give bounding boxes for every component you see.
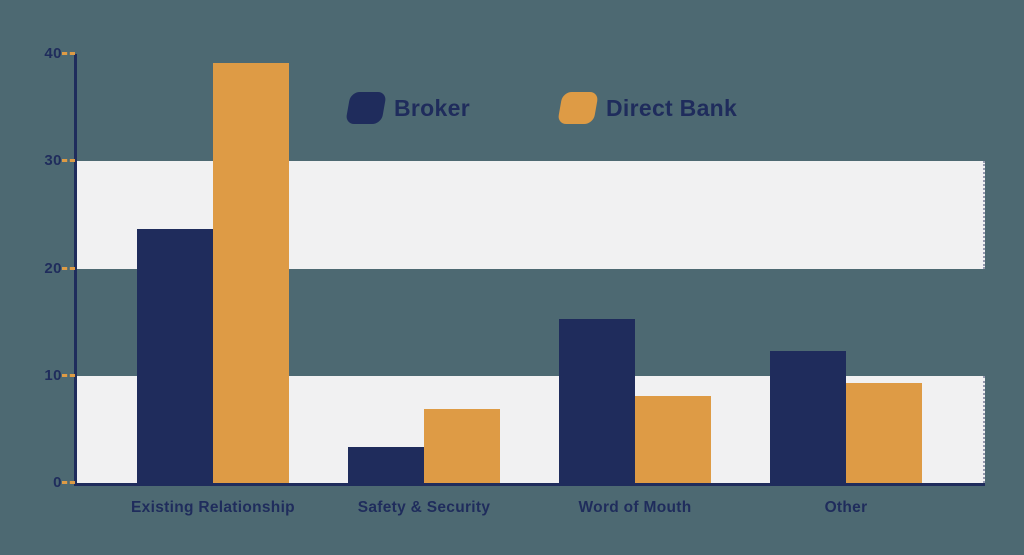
y-tick-label-0: 0: [53, 474, 62, 491]
bar-direct-bank-word-of-mouth: [635, 396, 711, 483]
legend-item-direct-bank: Direct Bank: [557, 90, 738, 126]
y-tick-mark-30: [62, 159, 75, 163]
y-tick-mark-10: [62, 373, 75, 377]
bar-direct-bank-existing-relationship: [213, 62, 289, 483]
y-tick-label-40: 40: [44, 45, 62, 62]
direct-bank-legend-swatch-icon: [557, 92, 599, 124]
x-axis: [74, 483, 985, 486]
y-tick-mark-0: [62, 481, 75, 484]
category-label-word-of-mouth: Word of Mouth: [578, 499, 692, 516]
bar-broker-safety-security: [348, 446, 424, 483]
bar-direct-bank-other: [846, 383, 922, 483]
legend-label-broker: Broker: [394, 94, 470, 121]
y-tick-label-20: 20: [44, 259, 62, 277]
bar-broker-word-of-mouth: [559, 318, 635, 483]
broker-legend-swatch-icon: [345, 92, 387, 124]
category-label-existing-relationship: Existing Relationship: [131, 499, 295, 516]
legend-item-broker: Broker: [345, 90, 470, 126]
category-label-other: Other: [824, 499, 868, 516]
y-tick-mark-20: [62, 266, 75, 270]
bar-broker-other: [770, 351, 846, 483]
y-axis: [74, 54, 77, 486]
y-tick-label-10: 10: [44, 366, 62, 384]
y-tick-label-30: 30: [44, 152, 62, 170]
bar-broker-existing-relationship: [137, 228, 213, 483]
y-tick-mark-40: [62, 52, 75, 55]
category-label-safety-security: Safety & Security: [357, 499, 491, 516]
legend-label-direct-bank: Direct Bank: [606, 94, 738, 121]
bar-direct-bank-safety-security: [424, 408, 500, 483]
